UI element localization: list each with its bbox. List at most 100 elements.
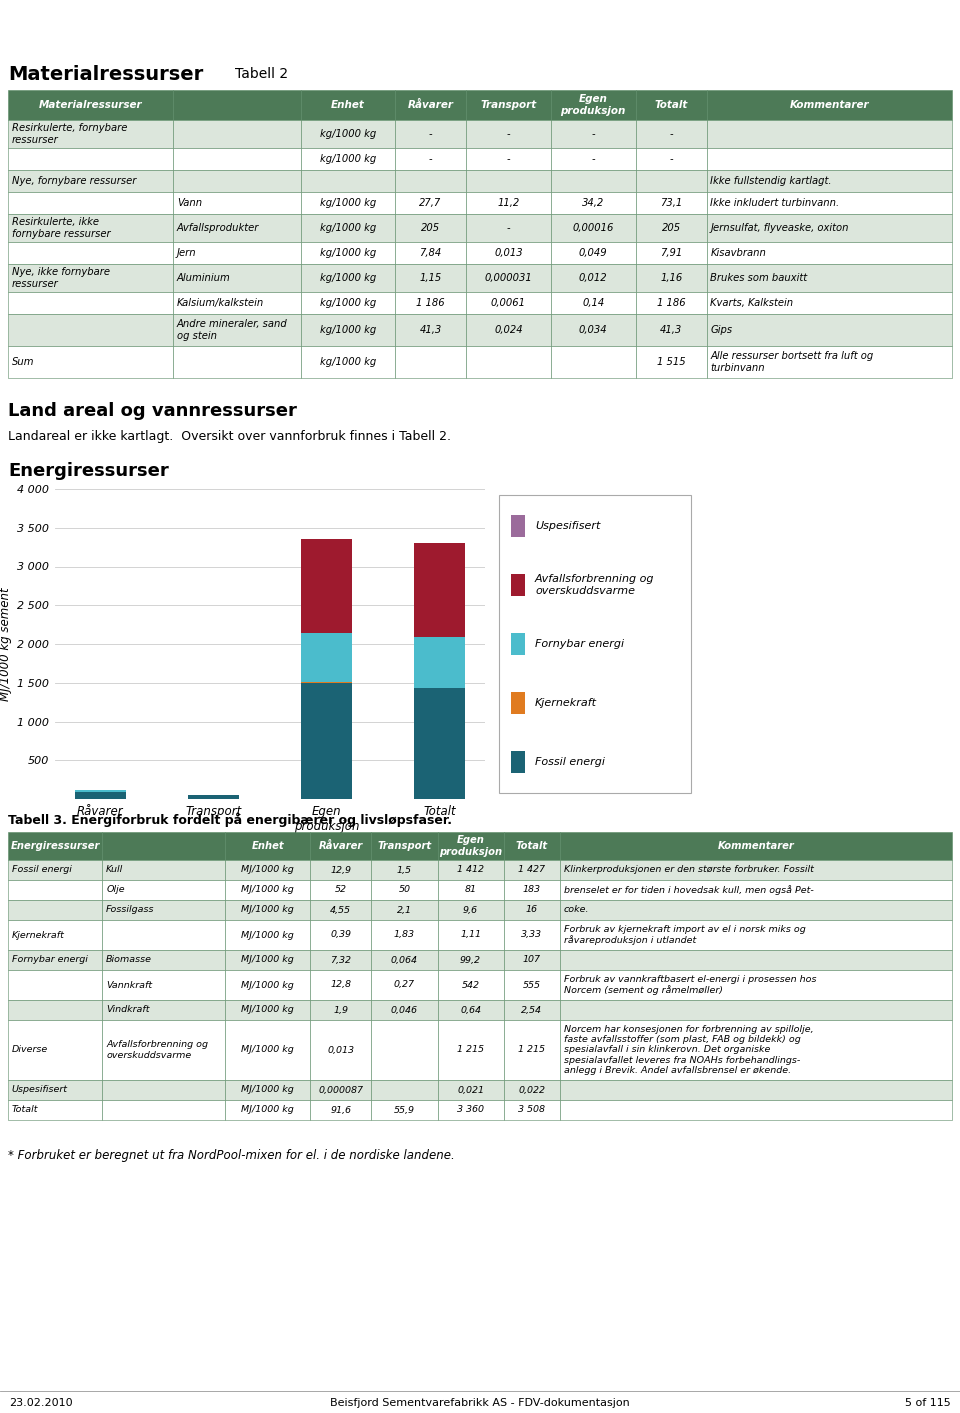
Bar bbox=[504, 900, 561, 920]
Bar bbox=[225, 861, 310, 880]
Text: Fornybar energi: Fornybar energi bbox=[12, 955, 87, 965]
Bar bbox=[707, 242, 952, 264]
Text: kg/1000 kg: kg/1000 kg bbox=[320, 298, 376, 308]
Bar bbox=[466, 192, 551, 213]
Bar bbox=[511, 516, 525, 537]
Bar bbox=[551, 292, 636, 314]
Text: 1,83: 1,83 bbox=[394, 931, 415, 940]
Bar bbox=[173, 170, 300, 192]
Bar bbox=[372, 1080, 438, 1099]
Bar bbox=[8, 1099, 103, 1121]
Text: Kjernekraft: Kjernekraft bbox=[535, 698, 597, 708]
Text: MJ/1000 kg: MJ/1000 kg bbox=[241, 955, 294, 965]
Text: 81: 81 bbox=[465, 886, 476, 894]
Bar bbox=[466, 242, 551, 264]
Bar bbox=[466, 264, 551, 292]
Text: 0,021: 0,021 bbox=[457, 1085, 484, 1095]
Bar bbox=[300, 242, 396, 264]
Text: Totalt: Totalt bbox=[12, 1105, 38, 1115]
Text: 55,9: 55,9 bbox=[394, 1105, 415, 1115]
Bar bbox=[551, 314, 636, 346]
Bar bbox=[551, 120, 636, 148]
Text: 0,024: 0,024 bbox=[494, 325, 522, 335]
Text: Aluminium: Aluminium bbox=[177, 273, 230, 283]
Text: 0,034: 0,034 bbox=[579, 325, 608, 335]
Text: 0,14: 0,14 bbox=[582, 298, 605, 308]
Bar bbox=[300, 213, 396, 242]
Text: 183: 183 bbox=[523, 886, 540, 894]
Bar bbox=[225, 832, 310, 861]
Text: MJ/1000 kg: MJ/1000 kg bbox=[241, 866, 294, 875]
Bar bbox=[466, 170, 551, 192]
Text: 107: 107 bbox=[523, 955, 540, 965]
Bar bbox=[438, 1000, 504, 1020]
Text: Totalt: Totalt bbox=[655, 100, 688, 110]
Bar bbox=[173, 192, 300, 213]
Bar bbox=[438, 861, 504, 880]
Text: Kjernekraft: Kjernekraft bbox=[12, 931, 64, 940]
Bar bbox=[707, 120, 952, 148]
Text: 5 of 115: 5 of 115 bbox=[904, 1397, 950, 1409]
Text: Egen
produksjon: Egen produksjon bbox=[439, 835, 502, 856]
Text: 1,15: 1,15 bbox=[420, 273, 442, 283]
Bar bbox=[8, 1080, 103, 1099]
Text: Gips: Gips bbox=[710, 325, 732, 335]
Bar bbox=[225, 1000, 310, 1020]
Text: -: - bbox=[507, 154, 510, 164]
Text: 3,33: 3,33 bbox=[521, 931, 542, 940]
Text: MJ/1000 kg: MJ/1000 kg bbox=[241, 1046, 294, 1054]
Bar bbox=[310, 1000, 372, 1020]
Text: Transport: Transport bbox=[480, 100, 537, 110]
Bar bbox=[103, 1080, 225, 1099]
Bar bbox=[225, 950, 310, 969]
Text: 7,32: 7,32 bbox=[330, 955, 351, 965]
Bar bbox=[372, 861, 438, 880]
Text: MJ/1000 kg: MJ/1000 kg bbox=[241, 906, 294, 914]
Text: 0,064: 0,064 bbox=[391, 955, 418, 965]
Bar bbox=[504, 1080, 561, 1099]
Bar bbox=[396, 120, 466, 148]
Text: Råvarer: Råvarer bbox=[407, 100, 453, 110]
Text: kg/1000 kg: kg/1000 kg bbox=[320, 249, 376, 259]
Text: 0,0061: 0,0061 bbox=[491, 298, 526, 308]
Bar bbox=[438, 880, 504, 900]
Text: Kommentarer: Kommentarer bbox=[789, 100, 869, 110]
Text: 11,2: 11,2 bbox=[497, 198, 519, 208]
Text: Fossil energi: Fossil energi bbox=[12, 866, 72, 875]
Bar bbox=[310, 950, 372, 969]
Bar bbox=[707, 192, 952, 213]
Text: Nye, fornybare ressurser: Nye, fornybare ressurser bbox=[12, 177, 136, 187]
Bar bbox=[300, 264, 396, 292]
Text: Nye, ikke fornybare
ressurser: Nye, ikke fornybare ressurser bbox=[12, 267, 109, 288]
Bar bbox=[561, 832, 952, 861]
Bar bbox=[561, 880, 952, 900]
Text: Fornybar energi: Fornybar energi bbox=[535, 639, 624, 649]
Text: 99,2: 99,2 bbox=[460, 955, 481, 965]
Text: 0,013: 0,013 bbox=[494, 249, 522, 259]
Text: -: - bbox=[591, 154, 595, 164]
Bar bbox=[438, 950, 504, 969]
Bar bbox=[551, 346, 636, 379]
Bar bbox=[561, 1000, 952, 1020]
Text: Avfallsforbrenning og
overskuddsvarme: Avfallsforbrenning og overskuddsvarme bbox=[535, 574, 655, 596]
Bar bbox=[300, 90, 396, 120]
Text: Energiressurser: Energiressurser bbox=[11, 841, 100, 851]
Text: 73,1: 73,1 bbox=[660, 198, 683, 208]
Bar bbox=[225, 900, 310, 920]
Bar bbox=[8, 920, 103, 950]
Text: kg/1000 kg: kg/1000 kg bbox=[320, 273, 376, 283]
Text: 0,00016: 0,00016 bbox=[572, 223, 614, 233]
Text: 0,013: 0,013 bbox=[327, 1046, 354, 1054]
Bar bbox=[103, 1000, 225, 1020]
Text: kg/1000 kg: kg/1000 kg bbox=[320, 325, 376, 335]
Text: 3 360: 3 360 bbox=[457, 1105, 484, 1115]
Bar bbox=[466, 346, 551, 379]
Text: 2,1: 2,1 bbox=[397, 906, 412, 914]
Text: Energiressurser: Energiressurser bbox=[8, 462, 169, 480]
Text: Jernsulfat, flyveaske, oxiton: Jernsulfat, flyveaske, oxiton bbox=[710, 223, 849, 233]
Text: 0,000087: 0,000087 bbox=[319, 1085, 363, 1095]
Bar bbox=[8, 1000, 103, 1020]
Bar bbox=[301, 682, 352, 798]
Text: 1 186: 1 186 bbox=[657, 298, 685, 308]
Text: Egen
produksjon: Egen produksjon bbox=[561, 95, 626, 116]
